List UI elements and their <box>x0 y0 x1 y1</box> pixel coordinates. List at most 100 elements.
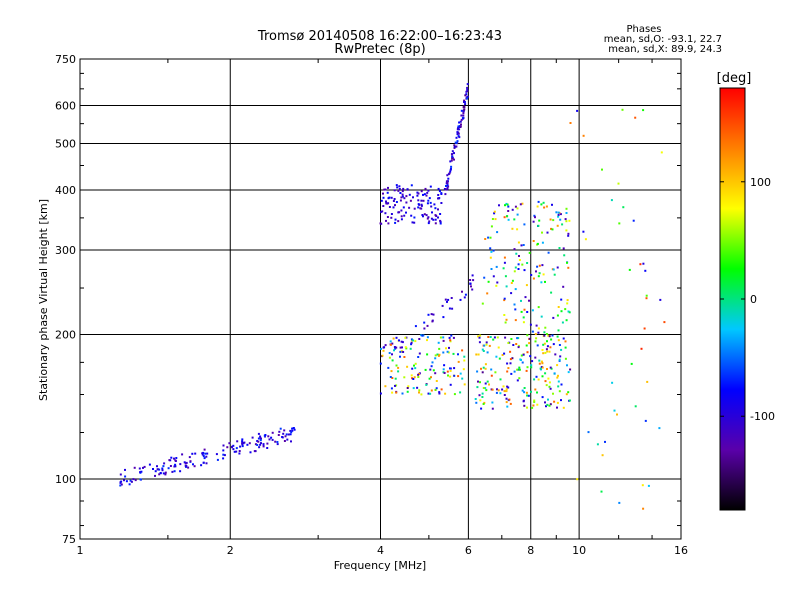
data-point <box>268 438 271 441</box>
data-point <box>562 337 565 340</box>
data-point <box>567 310 570 313</box>
data-point <box>457 135 460 137</box>
data-point <box>453 374 456 377</box>
data-point <box>534 356 537 359</box>
data-point <box>427 189 430 192</box>
data-point <box>518 368 521 371</box>
data-point <box>504 275 507 278</box>
data-point <box>260 437 262 440</box>
data-point <box>387 366 390 369</box>
data-point <box>259 443 262 446</box>
data-point <box>437 187 440 190</box>
data-point <box>497 346 500 349</box>
data-point <box>394 384 396 387</box>
data-point <box>390 196 393 199</box>
data-point <box>281 436 284 438</box>
data-point <box>466 83 469 86</box>
data-point <box>242 442 245 445</box>
data-point <box>523 391 526 394</box>
data-point <box>526 406 528 409</box>
data-point <box>556 266 559 269</box>
data-point <box>543 206 546 209</box>
data-point <box>495 391 498 394</box>
data-point <box>390 370 393 373</box>
data-point <box>398 339 400 342</box>
data-point <box>541 241 544 244</box>
data-point <box>430 313 433 316</box>
data-point <box>490 250 493 253</box>
data-point <box>535 375 538 378</box>
data-point <box>438 347 441 350</box>
data-point <box>534 340 537 343</box>
data-point <box>550 227 553 230</box>
data-point <box>496 281 499 284</box>
data-point <box>483 401 486 404</box>
data-point <box>385 219 387 222</box>
data-point <box>205 455 208 458</box>
data-point <box>522 353 525 356</box>
data-point <box>143 465 146 468</box>
data-point <box>428 377 431 380</box>
data-point <box>391 391 394 394</box>
data-point <box>492 249 495 252</box>
data-point <box>503 261 506 264</box>
data-point <box>526 366 529 369</box>
data-point <box>511 357 514 360</box>
data-point <box>450 165 453 168</box>
data-point <box>538 219 541 222</box>
data-point <box>490 368 493 371</box>
data-point <box>526 262 529 264</box>
data-point <box>407 385 410 388</box>
data-point <box>170 456 173 459</box>
data-point <box>277 434 280 436</box>
data-point <box>167 467 170 470</box>
data-point <box>470 285 472 288</box>
data-point <box>521 263 524 266</box>
data-point <box>439 336 442 339</box>
data-point <box>449 340 452 343</box>
data-point <box>610 199 613 202</box>
data-point <box>476 370 479 373</box>
data-point <box>495 284 498 287</box>
data-point <box>449 160 452 163</box>
data-point <box>384 344 387 347</box>
data-point <box>235 447 238 450</box>
data-point <box>543 342 546 345</box>
data-point <box>389 343 392 346</box>
data-point <box>416 191 419 194</box>
data-point <box>383 346 386 349</box>
data-point <box>646 380 649 383</box>
data-point <box>276 441 279 443</box>
data-point <box>183 461 186 464</box>
data-point <box>643 327 646 330</box>
data-point <box>558 247 561 249</box>
data-point <box>458 128 461 131</box>
y-tick-label: 500 <box>55 138 76 151</box>
data-point <box>526 311 529 313</box>
data-point <box>517 346 520 349</box>
data-point <box>518 259 521 261</box>
data-point <box>284 435 287 438</box>
data-point <box>568 399 571 402</box>
data-point <box>434 357 437 360</box>
data-point <box>292 427 295 429</box>
data-point <box>158 468 161 471</box>
data-point <box>435 215 438 217</box>
data-point <box>279 427 282 430</box>
data-point <box>466 95 469 98</box>
data-point <box>169 465 172 467</box>
data-point <box>420 203 423 206</box>
data-point <box>522 244 525 246</box>
data-point <box>119 481 122 484</box>
data-point <box>528 337 531 340</box>
data-point <box>550 367 553 370</box>
data-point <box>621 108 624 111</box>
data-point <box>514 266 517 269</box>
data-point <box>414 367 417 370</box>
data-point <box>393 346 396 348</box>
data-point <box>526 394 529 397</box>
data-point <box>202 451 205 454</box>
data-point <box>400 218 403 221</box>
data-point <box>420 190 423 193</box>
data-point <box>259 435 262 438</box>
